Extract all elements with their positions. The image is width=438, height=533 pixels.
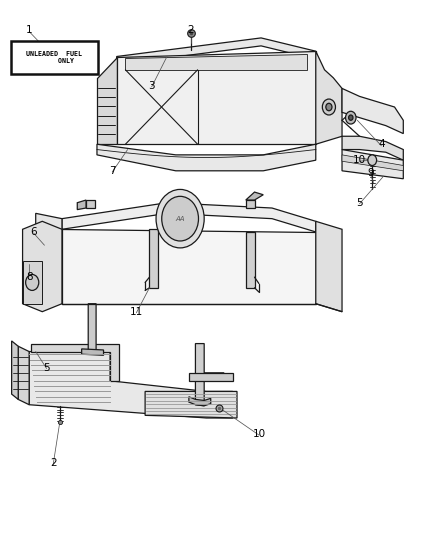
Circle shape — [367, 155, 376, 165]
Polygon shape — [97, 56, 117, 144]
Polygon shape — [77, 200, 86, 209]
Polygon shape — [125, 54, 306, 70]
Polygon shape — [145, 391, 237, 418]
Polygon shape — [195, 344, 223, 406]
Text: 10: 10 — [352, 155, 365, 165]
Circle shape — [348, 115, 352, 120]
Circle shape — [161, 196, 198, 241]
Text: 5: 5 — [355, 198, 362, 208]
Circle shape — [345, 111, 355, 124]
Polygon shape — [341, 136, 403, 160]
Text: 3: 3 — [148, 81, 155, 91]
Polygon shape — [341, 88, 403, 134]
Text: 4: 4 — [377, 139, 384, 149]
Circle shape — [155, 189, 204, 248]
Polygon shape — [245, 200, 254, 208]
Text: 6: 6 — [30, 227, 37, 237]
Polygon shape — [149, 229, 158, 288]
Polygon shape — [117, 38, 315, 64]
Text: 11: 11 — [130, 306, 143, 317]
Polygon shape — [97, 144, 315, 171]
Polygon shape — [29, 352, 232, 418]
Polygon shape — [315, 51, 341, 144]
Polygon shape — [88, 304, 96, 353]
Polygon shape — [341, 150, 403, 179]
Polygon shape — [62, 229, 315, 304]
FancyBboxPatch shape — [11, 41, 98, 74]
Polygon shape — [245, 232, 254, 288]
Polygon shape — [22, 261, 42, 304]
Text: 7: 7 — [109, 166, 115, 176]
Polygon shape — [62, 203, 315, 232]
Polygon shape — [188, 373, 232, 381]
Polygon shape — [86, 200, 95, 208]
Polygon shape — [81, 349, 103, 356]
Polygon shape — [315, 221, 341, 312]
Text: 8: 8 — [26, 272, 32, 282]
Polygon shape — [245, 192, 263, 200]
Text: 1: 1 — [26, 25, 32, 35]
Circle shape — [321, 99, 335, 115]
Polygon shape — [22, 221, 62, 312]
Circle shape — [325, 103, 331, 111]
Polygon shape — [341, 155, 403, 171]
Polygon shape — [188, 397, 210, 406]
Text: 5: 5 — [43, 362, 50, 373]
Text: 2: 2 — [50, 458, 57, 468]
Polygon shape — [12, 341, 18, 399]
Polygon shape — [35, 213, 62, 304]
Text: UNLEADED  FUEL
      ONLY: UNLEADED FUEL ONLY — [26, 51, 82, 63]
Text: 9: 9 — [366, 168, 373, 179]
Polygon shape — [18, 346, 29, 405]
Polygon shape — [117, 51, 315, 144]
Text: AA: AA — [175, 216, 184, 222]
Text: 2: 2 — [187, 25, 194, 35]
Circle shape — [25, 274, 39, 290]
Polygon shape — [31, 344, 119, 381]
Text: 10: 10 — [252, 429, 265, 439]
